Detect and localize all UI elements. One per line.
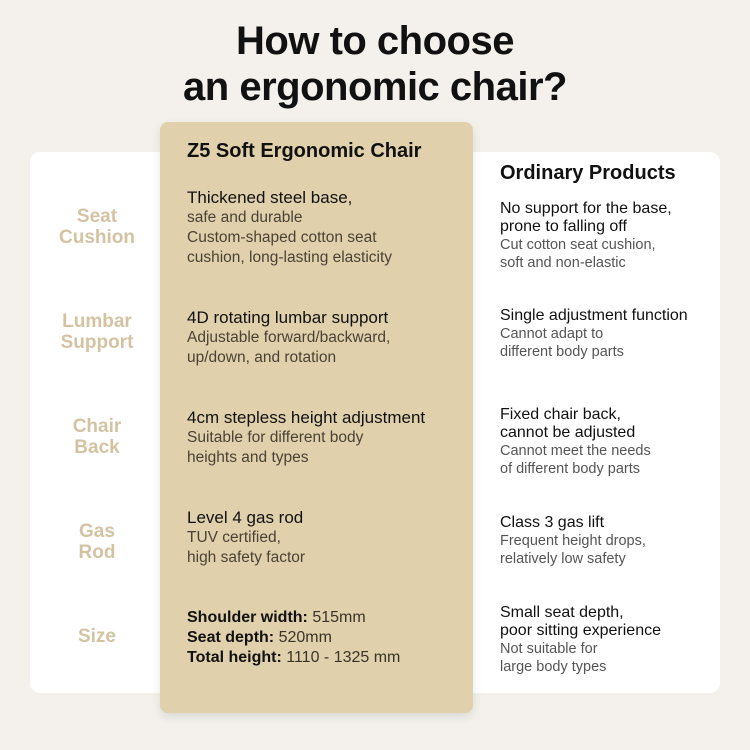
- ordinary-cell-chair-back: Fixed chair back, cannot be adjusted Can…: [500, 406, 651, 477]
- spec-shoulder-width: Shoulder width: 515mm: [187, 609, 366, 626]
- ordinary-cell-size: Small seat depth, poor sitting experienc…: [500, 604, 661, 675]
- row-label-chair-back: Chair Back: [72, 416, 122, 458]
- featured-product-column: Z5 Soft Ergonomic Chair Thickened steel …: [160, 122, 473, 713]
- featured-cell-chair-back: 4cm stepless height adjustment Suitable …: [187, 408, 426, 466]
- featured-cell-size: Shoulder width: 515mm Seat depth: 520mm …: [187, 608, 467, 668]
- title-line-2: an ergonomic chair?: [183, 65, 567, 109]
- row-labels: Seat Cushion Lumbar Support Chair Back G…: [30, 152, 160, 693]
- featured-cell-lumbar-support: 4D rotating lumbar support Adjustable fo…: [187, 308, 391, 366]
- featured-cell-gas-rod: Level 4 gas rod TUV certified, high safe…: [187, 508, 306, 566]
- row-label-gas-rod: Gas Rod: [78, 521, 116, 563]
- ordinary-cell-seat-cushion: No support for the base, prone to fallin…: [500, 200, 672, 271]
- page-title: How to choose an ergonomic chair?: [0, 18, 750, 110]
- ordinary-cell-gas-rod: Class 3 gas lift Frequent height drops, …: [500, 514, 646, 567]
- title-line-1: How to choose: [236, 19, 514, 63]
- spec-seat-depth: Seat depth: 520mm: [187, 629, 332, 646]
- row-label-lumbar-support: Lumbar Support: [60, 311, 134, 353]
- spec-total-height: Total height: 1110 - 1325 mm: [187, 649, 401, 666]
- featured-product-title: Z5 Soft Ergonomic Chair: [187, 140, 422, 162]
- ordinary-cell-lumbar-support: Single adjustment function Cannot adapt …: [500, 307, 688, 360]
- row-label-seat-cushion: Seat Cushion: [59, 206, 135, 248]
- featured-cell-seat-cushion: Thickened steel base, safe and durable C…: [187, 188, 393, 266]
- row-label-size: Size: [77, 626, 117, 647]
- ordinary-products-title: Ordinary Products: [500, 162, 676, 184]
